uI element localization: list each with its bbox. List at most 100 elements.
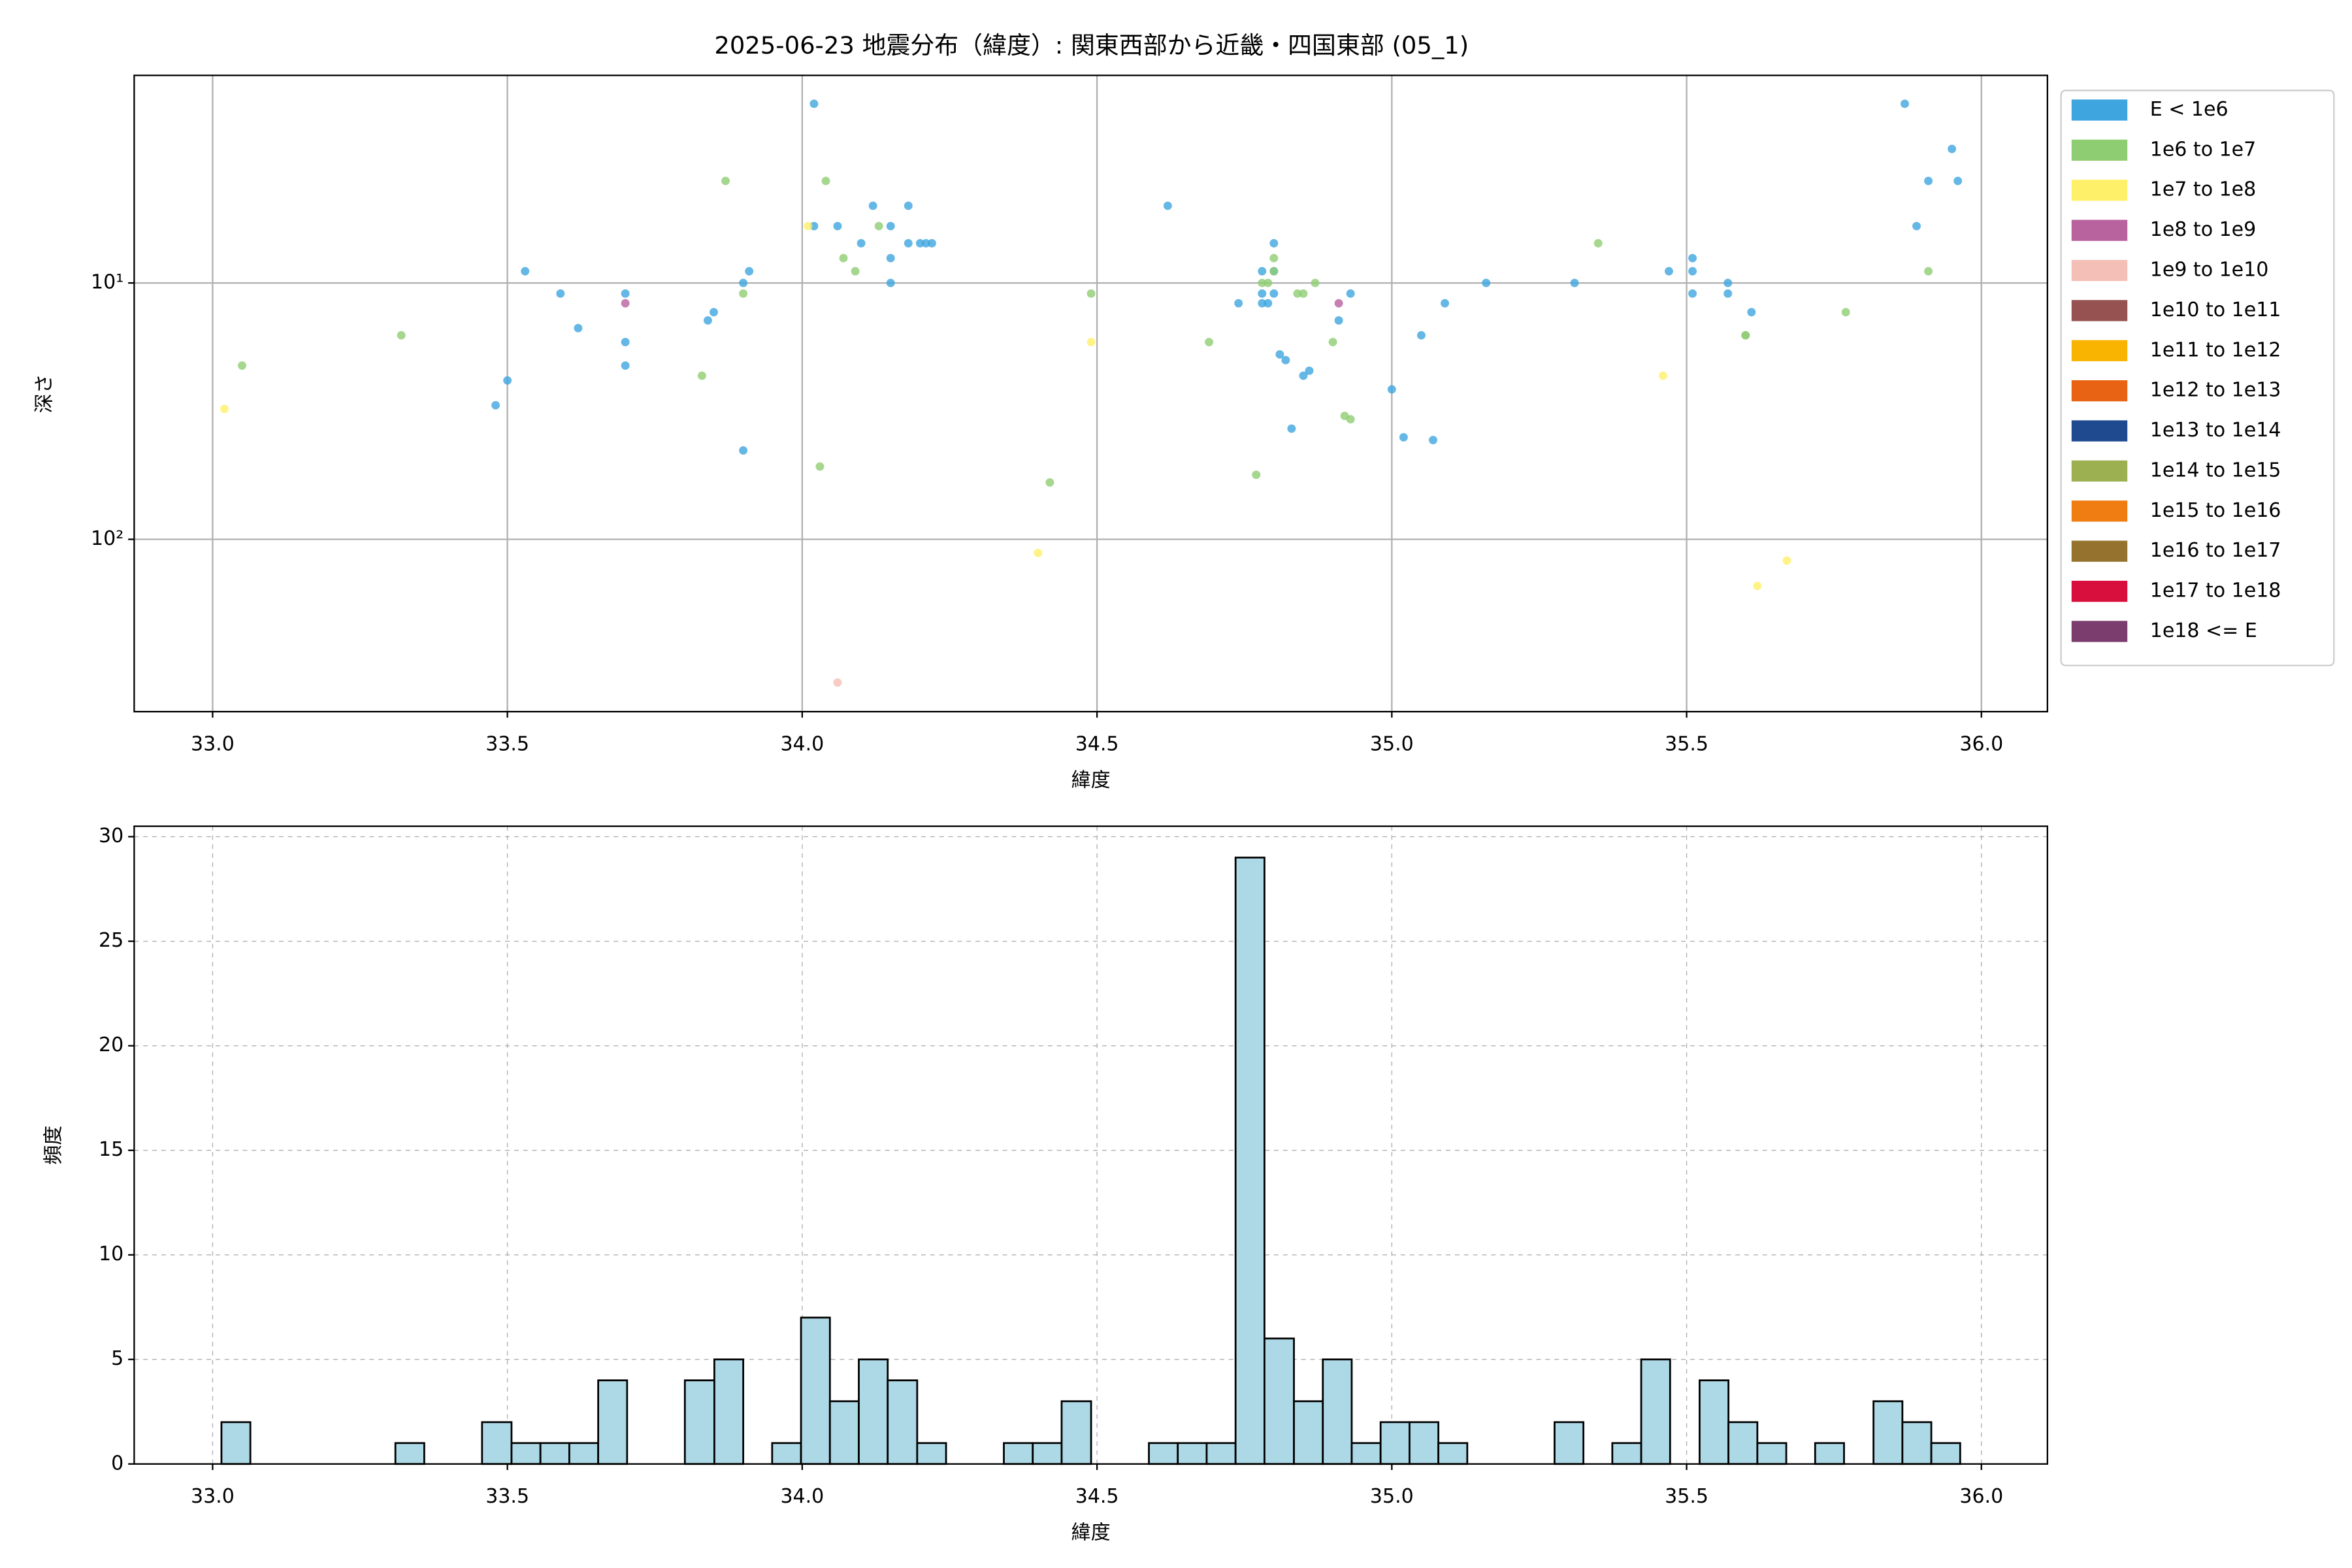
- scatter-point: [1258, 267, 1267, 276]
- plot-frame: [133, 825, 2048, 1465]
- legend-swatch: [2071, 580, 2128, 602]
- scatter-point: [1264, 278, 1273, 287]
- scatter-point: [621, 299, 630, 308]
- scatter-point: [821, 176, 830, 186]
- scatter-point: [1953, 176, 1963, 186]
- scatter-point: [1593, 238, 1603, 248]
- histogram-bar: [1611, 1442, 1642, 1465]
- scatter-point: [238, 361, 246, 370]
- legend-label: 1e16 to 1e17: [2150, 539, 2281, 562]
- scatter-point: [1924, 267, 1933, 276]
- scatter-point: [574, 323, 583, 333]
- histogram-bar: [1003, 1442, 1034, 1465]
- scatter-point: [1034, 548, 1043, 557]
- legend-label: 1e6 to 1e7: [2150, 138, 2256, 161]
- legend-label: 1e9 to 1e10: [2150, 258, 2269, 281]
- x-tick-label: 33.5: [485, 733, 529, 756]
- scatter-point: [745, 267, 754, 276]
- histogram-bar: [1379, 1421, 1411, 1465]
- legend-swatch: [2071, 500, 2128, 522]
- histogram-bar: [1901, 1421, 1933, 1465]
- legend-swatch: [2071, 259, 2128, 282]
- legend-label: 1e11 to 1e12: [2150, 338, 2281, 361]
- scatter-point: [621, 361, 630, 370]
- scatter-point: [833, 678, 842, 687]
- scatter-point: [851, 267, 860, 276]
- scatter-point: [739, 278, 748, 287]
- scatter-point: [1287, 424, 1296, 433]
- scatter-point: [1086, 338, 1096, 346]
- histogram-bar: [1293, 1400, 1324, 1465]
- x-tick-label: 36.0: [1959, 1485, 2003, 1508]
- x-tick-label: 35.5: [1665, 733, 1708, 756]
- y-axis-label: 頻度: [42, 1126, 65, 1165]
- histogram-bar: [1032, 1442, 1063, 1465]
- y-tick-label: 25: [99, 929, 123, 952]
- scatter-point: [1387, 385, 1396, 394]
- histogram-bar: [1554, 1421, 1584, 1465]
- scatter-point: [1269, 289, 1279, 298]
- y-tick-label: 15: [99, 1138, 123, 1161]
- histogram-bar: [1322, 1358, 1353, 1465]
- scatter-point: [220, 404, 229, 414]
- scatter-point: [1429, 436, 1437, 445]
- histogram-bar: [1264, 1337, 1295, 1465]
- x-tick-label: 34.5: [1075, 733, 1119, 756]
- histogram-bar: [1930, 1442, 1961, 1465]
- histogram-bar: [1205, 1442, 1237, 1465]
- scatter-point: [1299, 289, 1308, 298]
- histogram-bar: [683, 1379, 715, 1465]
- x-tick-label: 34.5: [1075, 1485, 1119, 1508]
- scatter-point: [521, 267, 530, 276]
- legend-swatch: [2071, 180, 2128, 201]
- x-tick-label: 34.0: [780, 1485, 824, 1508]
- scatter-point: [397, 331, 406, 340]
- legend-label: 1e13 to 1e14: [2150, 419, 2281, 442]
- histogram-bar: [1872, 1400, 1904, 1465]
- scatter-point: [1782, 556, 1791, 565]
- legend-label: 1e12 to 1e13: [2150, 379, 2281, 402]
- histogram-bar: [1350, 1442, 1382, 1465]
- scatter-point: [1688, 253, 1697, 263]
- legend-swatch: [2071, 621, 2128, 642]
- histogram-bar: [1699, 1379, 1730, 1465]
- histogram-bar: [771, 1442, 802, 1465]
- x-tick-label: 33.0: [191, 1485, 235, 1508]
- scatter-point: [921, 238, 930, 248]
- scatter-point: [1688, 289, 1697, 298]
- scatter-point: [833, 221, 842, 231]
- scatter-point: [710, 308, 718, 317]
- scatter-point: [556, 289, 565, 298]
- histogram-bar: [800, 1316, 831, 1465]
- scatter-point: [1269, 238, 1279, 248]
- histogram-bar: [568, 1442, 600, 1465]
- scatter-point: [1334, 316, 1343, 325]
- scatter-point: [1334, 299, 1343, 308]
- scatter-point: [1900, 99, 1909, 108]
- scatter-point: [809, 99, 819, 108]
- scatter-point: [809, 221, 819, 231]
- scatter-point: [1441, 299, 1450, 308]
- scatter-point: [1269, 253, 1279, 263]
- scatter-point: [1658, 371, 1667, 380]
- scatter-point: [915, 238, 924, 248]
- scatter-point: [1346, 289, 1355, 298]
- legend-swatch: [2071, 540, 2128, 562]
- legend-swatch: [2071, 220, 2128, 241]
- legend-frame: [2060, 90, 2335, 666]
- scatter-point: [739, 446, 748, 455]
- histogram-bar: [887, 1379, 919, 1465]
- legend-label: E < 1e6: [2150, 98, 2229, 121]
- y-tick-label: 10: [99, 1243, 123, 1266]
- x-tick-label: 35.0: [1370, 1485, 1414, 1508]
- scatter-point: [1045, 478, 1054, 487]
- histogram-bar: [220, 1421, 252, 1465]
- histogram-bar: [1234, 857, 1266, 1465]
- scatter-point: [1234, 299, 1243, 308]
- scatter-point: [1723, 278, 1733, 287]
- scatter-point: [697, 371, 706, 380]
- histogram-bar: [828, 1400, 860, 1465]
- histogram-bar: [1756, 1442, 1788, 1465]
